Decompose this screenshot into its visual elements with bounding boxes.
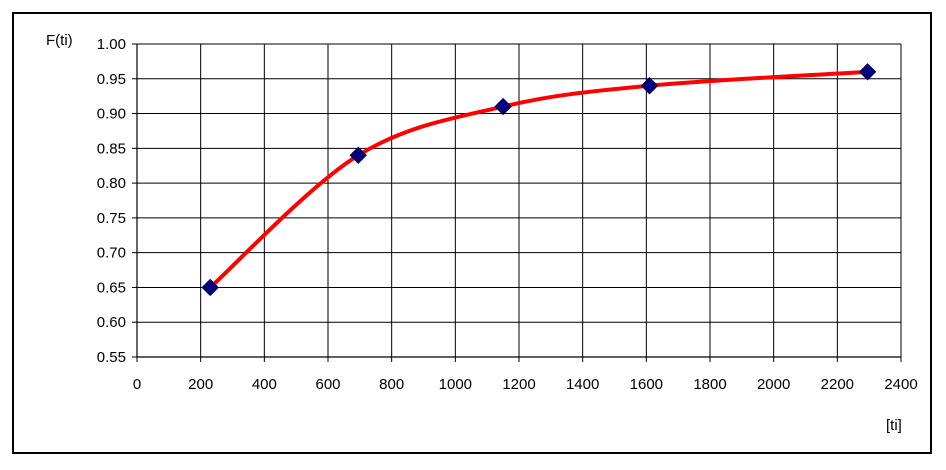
y-tick-label-7: 0.90 (97, 106, 126, 123)
plot-axes (132, 43, 902, 362)
x-tick-label-1600: 1600 (630, 376, 663, 393)
data-point-1 (349, 146, 367, 164)
y-tick-label-5: 0.80 (97, 175, 126, 192)
x-tick-label-1400: 1400 (566, 376, 599, 393)
x-tick-label-600: 600 (315, 376, 340, 393)
series-0-line (208, 69, 870, 290)
data-point-4 (858, 63, 877, 81)
x-axis-title: [ti] (886, 417, 902, 434)
x-tick-label-2400: 2400 (884, 376, 917, 393)
y-axis-title: F(ti) (46, 32, 73, 49)
y-tick-label-2: 0.65 (97, 279, 126, 296)
y-tick-label-6: 0.85 (97, 140, 126, 157)
y-tick-label-8: 0.95 (97, 71, 126, 88)
y-tick-label-9: 1.00 (97, 36, 126, 53)
y-tick-labels: 0.55 0.60 0.65 0.70 0.75 0.80 0.85 0.90 0.95 1.00 (97, 36, 126, 366)
series-group (201, 63, 877, 297)
y-tick-label-4: 0.75 (97, 210, 126, 227)
x-tick-label-0: 0 (133, 376, 141, 393)
x-tick-label-800: 800 (379, 376, 404, 393)
data-point-0 (201, 278, 219, 297)
x-tick-label-1000: 1000 (439, 376, 472, 393)
y-tick-label-3: 0.70 (97, 245, 126, 262)
x-tick-label-200: 200 (188, 376, 213, 393)
x-tick-label-1800: 1800 (693, 376, 726, 393)
grid-lines (137, 43, 902, 358)
y-tick-label-0: 0.55 (97, 349, 126, 366)
x-tick-label-400: 400 (252, 376, 277, 393)
chart-frame (12, 12, 932, 454)
x-tick-label-2000: 2000 (757, 376, 790, 393)
data-point-3 (640, 77, 659, 95)
x-tick-label-1200: 1200 (502, 376, 535, 393)
y-tick-label-1: 0.60 (97, 314, 126, 331)
x-tick-label-2200: 2200 (821, 376, 854, 393)
x-tick-labels: 0 200 400 600 800 1000 1200 1400 1600 1800 2000 220… (133, 376, 918, 393)
data-point-2 (494, 97, 512, 116)
